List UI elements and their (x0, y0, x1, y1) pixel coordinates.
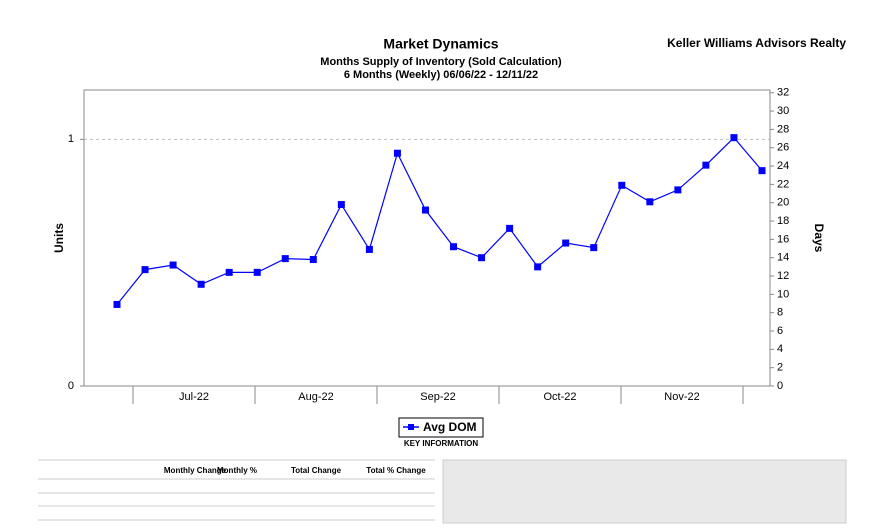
point (309, 256, 317, 264)
point (646, 198, 654, 206)
legend-marker (408, 424, 414, 430)
point (281, 255, 289, 263)
point (758, 167, 766, 175)
y2-tick-label: 26 (777, 142, 789, 154)
point (141, 266, 149, 274)
y2-tick-label: 8 (777, 307, 783, 319)
brand: Keller Williams Advisors Realty (667, 36, 846, 50)
line (116, 136, 763, 305)
y2-tick-label: 30 (777, 105, 789, 117)
point (590, 244, 598, 252)
point (534, 263, 542, 271)
y2-tick-label: 0 (777, 380, 783, 392)
point (674, 186, 682, 194)
legend-caption: KEY INFORMATION (404, 439, 479, 448)
point (478, 254, 486, 262)
point (450, 243, 458, 251)
table-header: Monthly Change (164, 466, 227, 475)
y2-tick-label: 10 (777, 288, 789, 300)
y2-tick-label: 18 (777, 215, 789, 227)
y2-tick-label: 14 (777, 252, 789, 264)
info-panel (442, 459, 847, 524)
y2-tick-label: 2 (777, 362, 783, 374)
y2-tick-label: 12 (777, 270, 789, 282)
chart-subtitle: Months Supply of Inventory (Sold Calcula… (320, 56, 562, 68)
y2-tick-label: 4 (777, 343, 783, 355)
y2-tick-label: 28 (777, 123, 789, 135)
point (225, 268, 233, 276)
y-axis-label: Units (52, 223, 66, 253)
point (702, 161, 710, 169)
point (253, 268, 261, 276)
table-header: Monthly % (217, 466, 257, 475)
x-tick-label: Nov-22 (664, 391, 699, 403)
x-tick-label: Sep-22 (420, 391, 455, 403)
point (730, 134, 738, 142)
chart-subtitle: 6 Months (Weekly) 06/06/22 - 12/11/22 (344, 69, 538, 81)
point (506, 224, 514, 232)
x-tick-label: Jul-22 (179, 391, 209, 403)
y-tick-label: 1 (68, 133, 74, 145)
table-header: Total % Change (366, 466, 426, 475)
y2-tick-label: 24 (777, 160, 789, 172)
point (562, 239, 570, 247)
x-tick-label: Oct-22 (543, 391, 576, 403)
table-header: Total Change (291, 466, 342, 475)
point (365, 245, 373, 253)
y2-tick-label: 20 (777, 197, 789, 209)
point (618, 181, 626, 189)
point (393, 149, 401, 157)
legend-box (398, 417, 484, 438)
plot-frame (83, 89, 771, 387)
y2-tick-label: 6 (777, 325, 783, 337)
legend-label: Avg DOM (423, 420, 477, 434)
point (197, 280, 205, 288)
chart-title: Market Dynamics (383, 36, 498, 52)
point (421, 206, 429, 214)
point (337, 201, 345, 209)
y-tick-label: 0 (68, 380, 74, 392)
y2-axis-label: Days (812, 224, 826, 253)
point (169, 261, 177, 269)
y2-tick-label: 22 (777, 178, 789, 190)
point (113, 300, 121, 308)
y2-tick-label: 32 (777, 87, 789, 99)
y2-tick-label: 16 (777, 233, 789, 245)
x-tick-label: Aug-22 (298, 391, 333, 403)
